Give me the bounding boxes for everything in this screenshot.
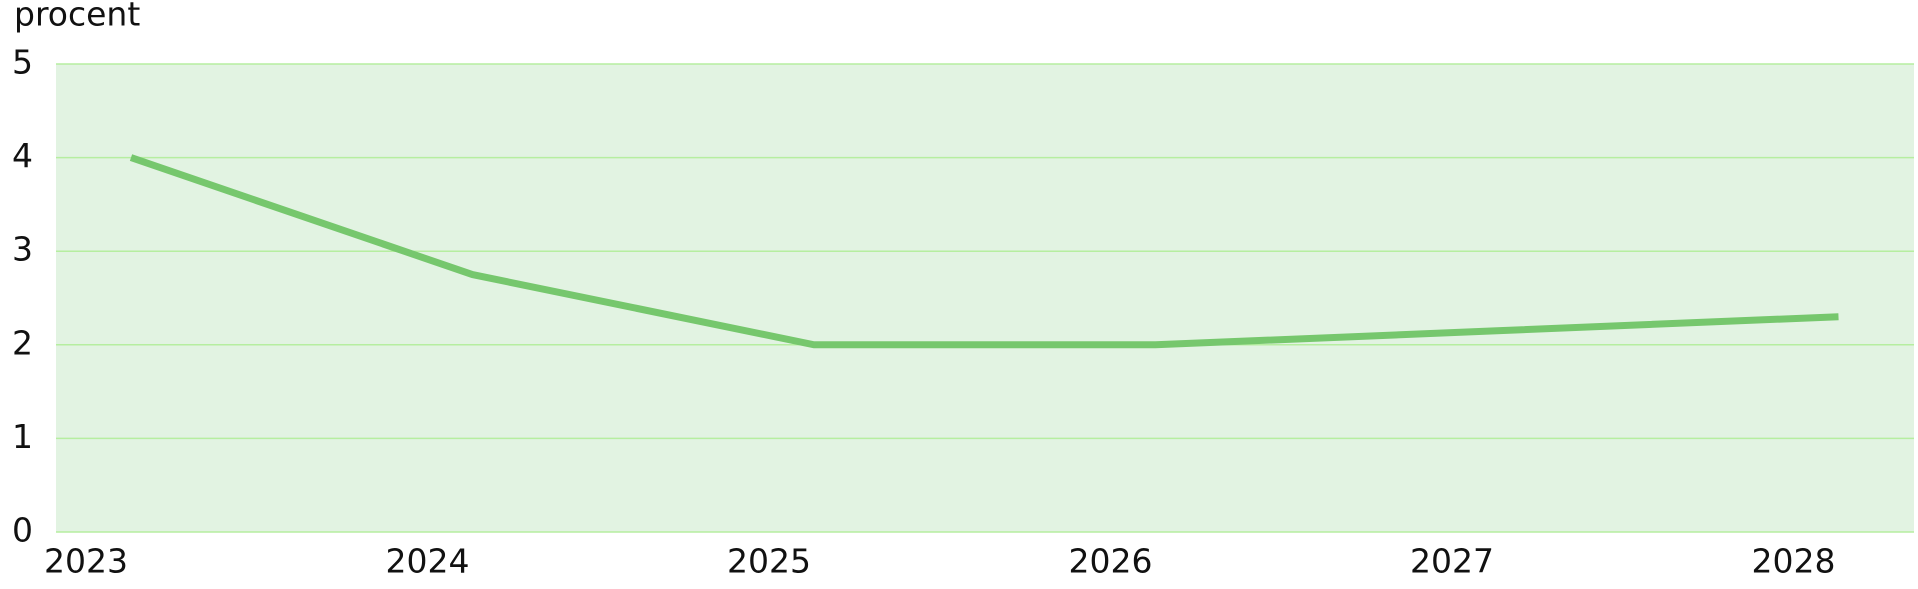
x-tick-label: 2024: [386, 542, 470, 581]
x-tick-label: 2028: [1752, 542, 1836, 581]
y-tick-label: 4: [12, 136, 33, 175]
y-tick-label: 2: [12, 323, 33, 362]
y-axis-label: procent: [14, 0, 140, 34]
y-tick-label: 0: [12, 511, 33, 550]
y-tick-label: 3: [12, 230, 33, 269]
y-tick-label: 1: [12, 417, 33, 456]
x-tick-label: 2025: [727, 542, 811, 581]
data-line: [129, 154, 1839, 349]
x-tick-label: 2027: [1410, 542, 1494, 581]
y-tick-label: 5: [12, 43, 33, 82]
x-tick-label: 2026: [1069, 542, 1153, 581]
plot-area: [56, 64, 1914, 532]
x-tick-label: 2023: [44, 542, 128, 581]
